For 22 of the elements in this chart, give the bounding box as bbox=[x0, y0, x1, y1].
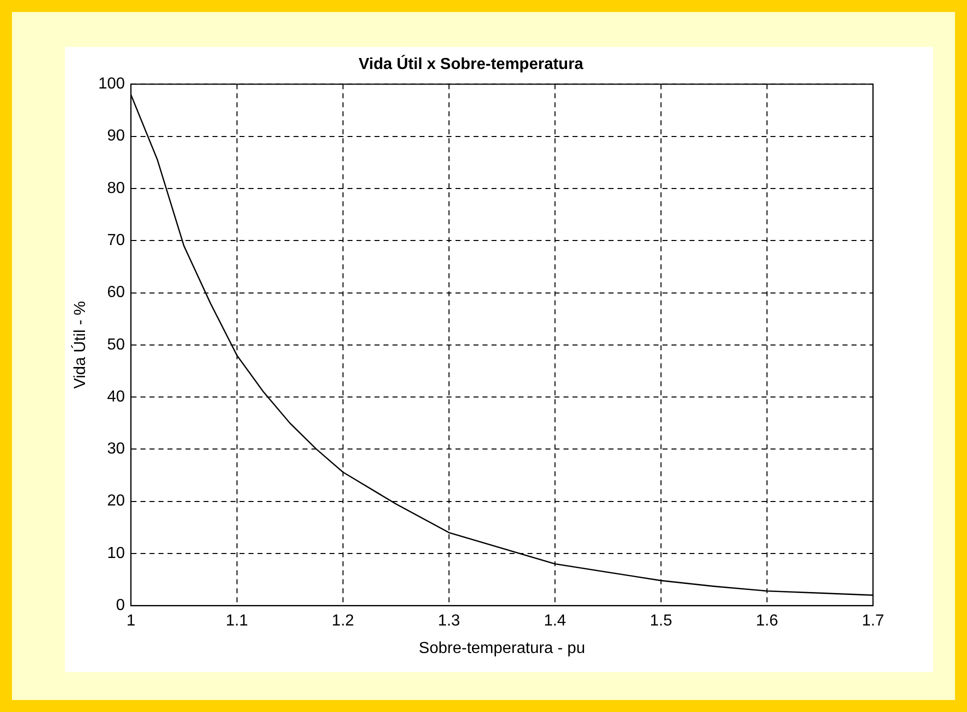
y-tick-label: 100 bbox=[98, 76, 125, 93]
x-tick-label: 1.2 bbox=[332, 612, 354, 630]
y-axis-title: Vida Útil - % bbox=[71, 301, 90, 389]
y-tick-label: 10 bbox=[107, 544, 125, 562]
x-axis-title: Sobre-temperatura - pu bbox=[418, 640, 586, 657]
y-tick-label: 30 bbox=[107, 440, 125, 458]
chart-title: Vida Útil x Sobre-temperatura bbox=[358, 54, 584, 74]
y-tick-label: 90 bbox=[107, 128, 125, 145]
y-tick-label: 50 bbox=[107, 336, 125, 354]
y-tick-label: 70 bbox=[107, 232, 125, 250]
x-tick-label: 1.4 bbox=[544, 612, 566, 630]
x-tick-label: 1.3 bbox=[438, 612, 460, 630]
x-tick-label: 1.1 bbox=[226, 612, 248, 630]
y-tick-label: 0 bbox=[116, 597, 125, 614]
x-tick-label: 1 bbox=[126, 612, 136, 630]
y-tick-label: 40 bbox=[107, 388, 125, 406]
x-tick-label: 1.6 bbox=[756, 612, 778, 630]
x-tick-label: 1.5 bbox=[650, 612, 672, 630]
y-tick-label: 20 bbox=[107, 492, 125, 510]
y-tick-label: 60 bbox=[107, 284, 125, 302]
x-tick-label: 1.7 bbox=[862, 612, 884, 630]
y-tick-label: 80 bbox=[107, 180, 125, 197]
